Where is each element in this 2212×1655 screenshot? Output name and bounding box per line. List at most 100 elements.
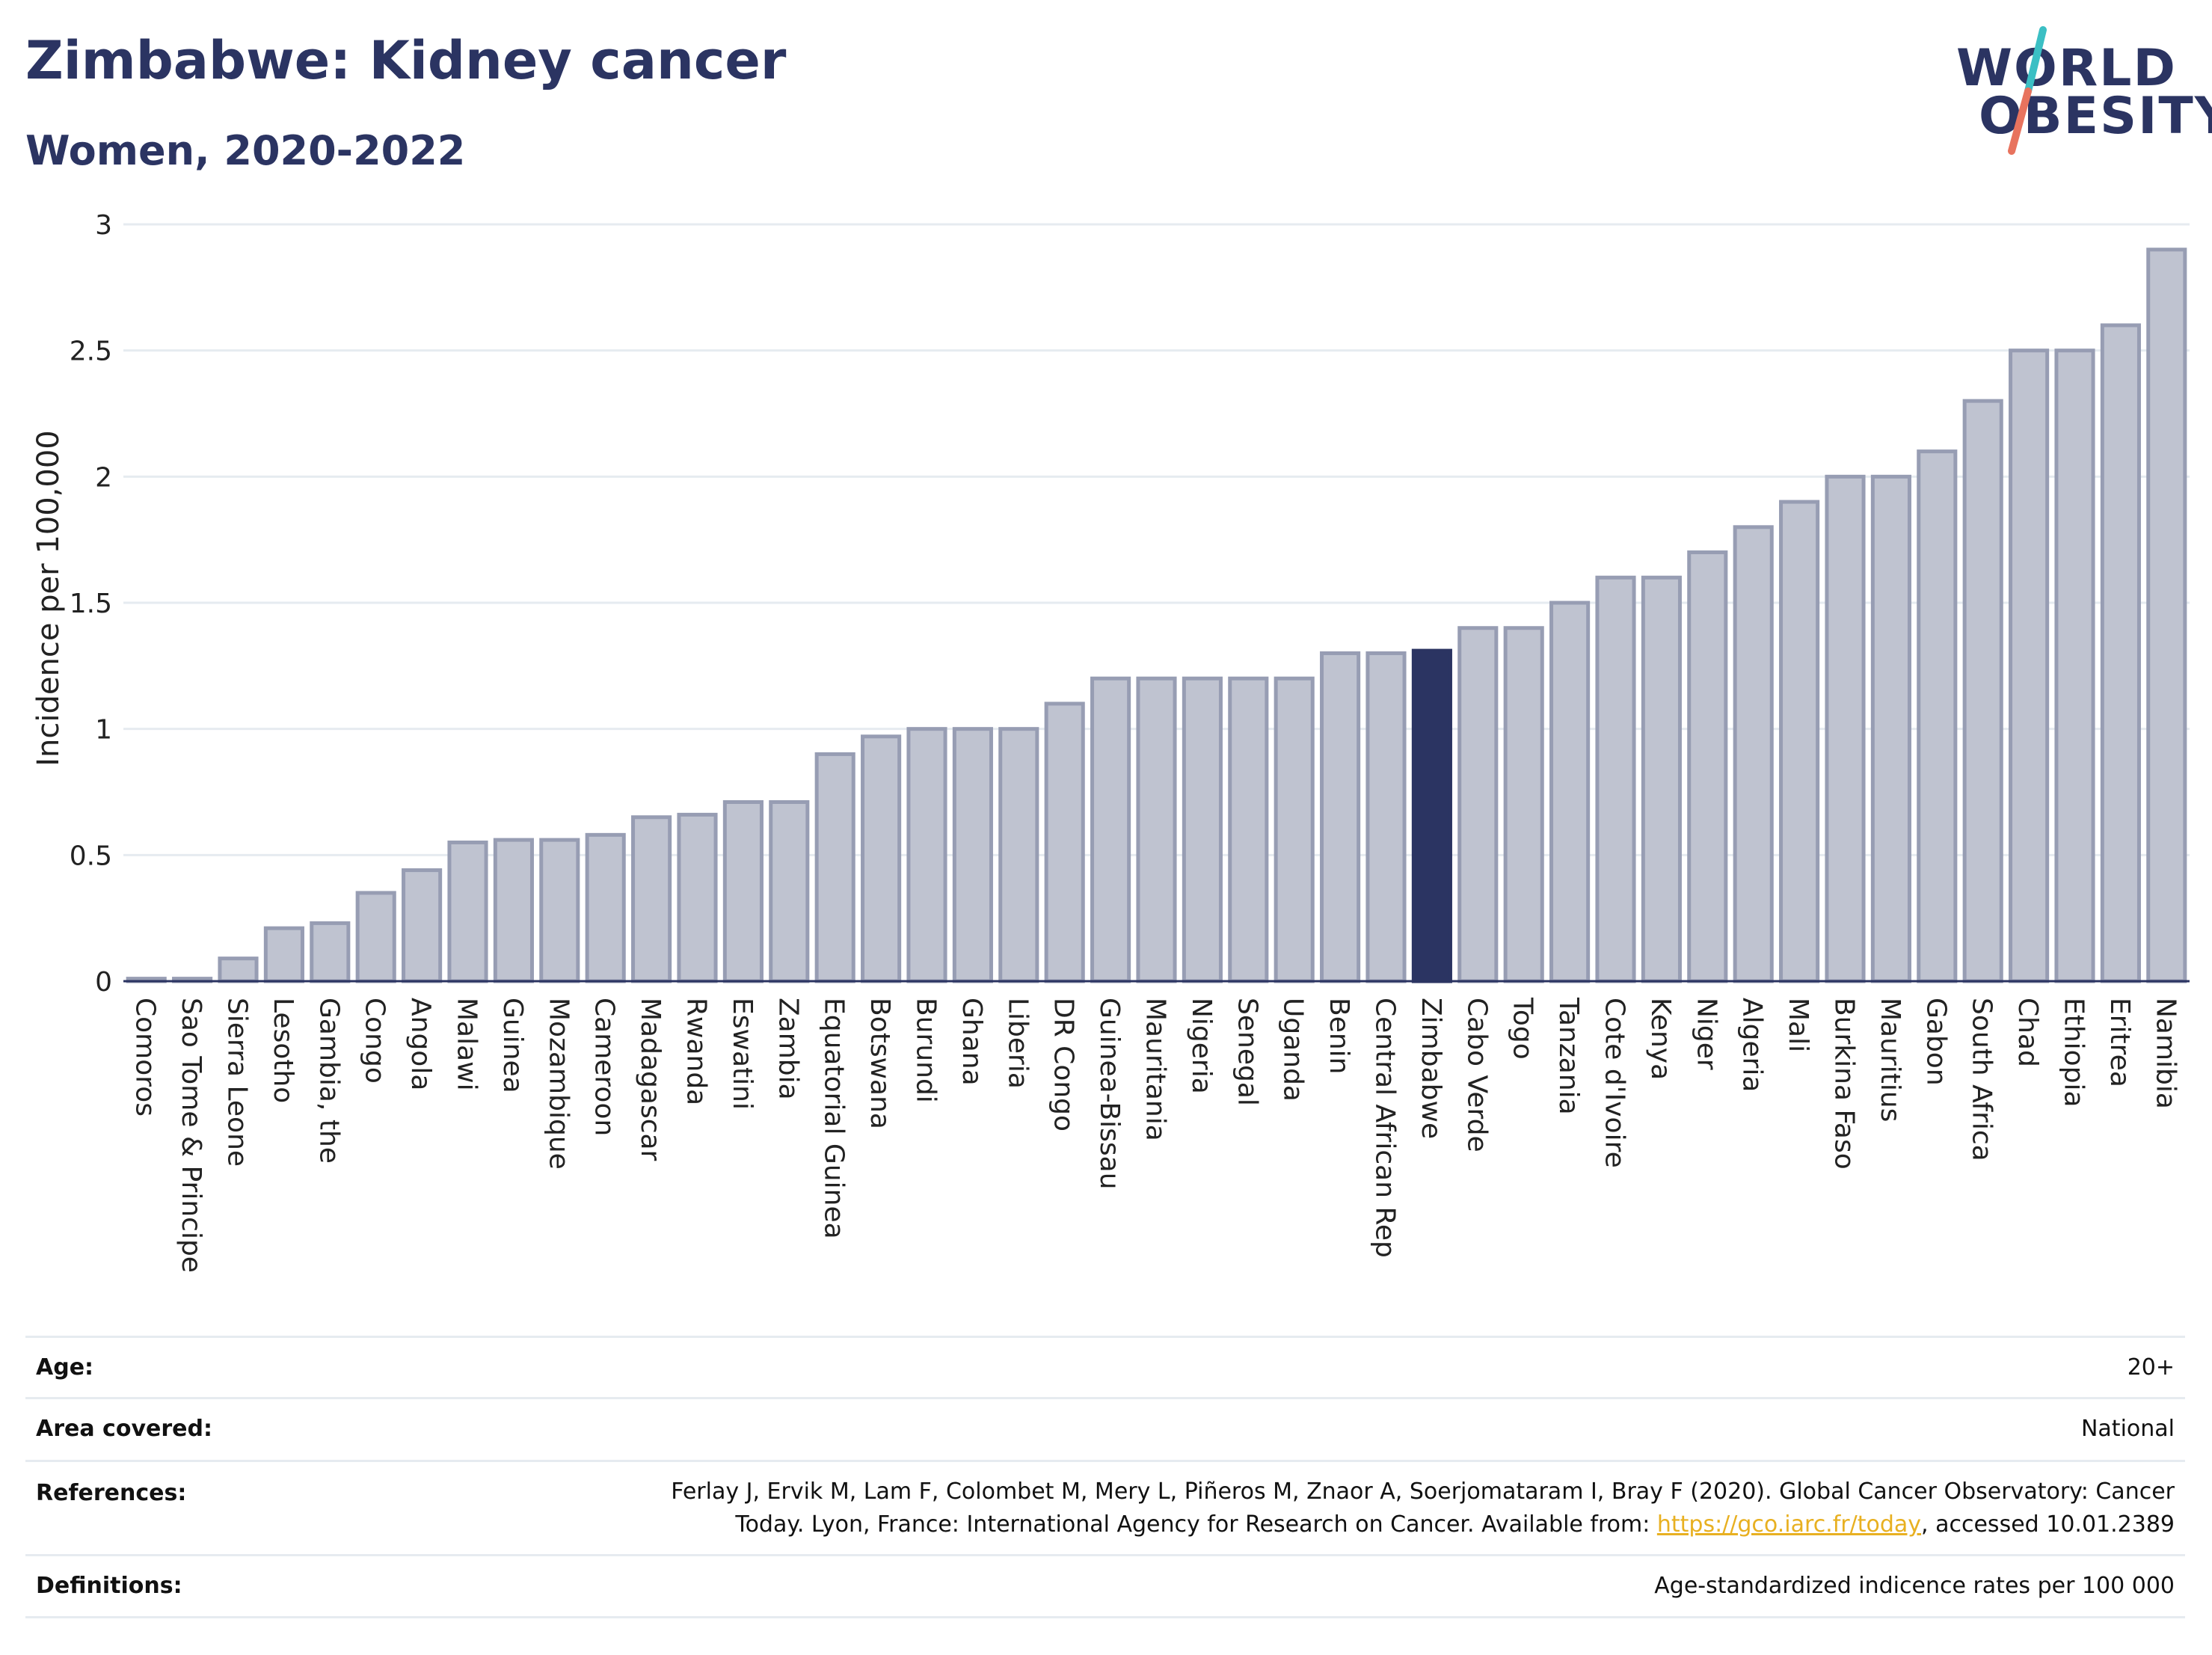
x-tick-label: Togo [1508, 997, 1538, 1060]
x-tick-label: Burundi [911, 998, 941, 1103]
bar-gambia-the [310, 921, 351, 983]
x-tick-label: Burkina Faso [1829, 998, 1860, 1170]
x-tick-label: Sierra Leone [222, 998, 253, 1167]
x-tick-label: Central African Rep [1370, 998, 1401, 1258]
bar-tanzania [1549, 601, 1591, 983]
bar-sierra-leone [218, 957, 259, 983]
bar-chad [2009, 348, 2050, 983]
logo-slash-icon [2008, 26, 2047, 155]
bars [126, 248, 2187, 983]
x-tick-label: Algeria [1737, 998, 1768, 1093]
bar-mozambique [539, 838, 580, 983]
meta-definitions-value: Age-standardized indicence rates per 100… [1654, 1573, 2175, 1599]
bar-ghana [952, 727, 993, 983]
bar-togo [1503, 626, 1544, 983]
bar-uganda [1274, 676, 1315, 983]
x-tick-label: Zimbabwe [1416, 998, 1446, 1139]
bar-eritrea [2100, 323, 2141, 983]
x-tick-label: DR Congo [1048, 998, 1079, 1132]
x-tick-label: Mauritania [1140, 998, 1171, 1141]
meta-area-label: Area covered: [36, 1416, 212, 1442]
bar-burkina-faso [1825, 474, 1866, 983]
x-tick-label: Sao Tome & Principe [176, 998, 206, 1273]
x-tick-label: Malawi [452, 998, 482, 1091]
references-line-1: Ferlay J, Ervik M, Lam F, Colombet M, Me… [671, 1479, 2175, 1505]
meta-age-value: 20+ [2127, 1354, 2175, 1381]
bar-benin [1320, 651, 1361, 983]
bar-ethiopia [2054, 348, 2095, 983]
bar-botswana [861, 734, 902, 983]
y-tick-label: 2.5 [70, 337, 112, 367]
bar-mauritania [1136, 676, 1177, 983]
y-axis-label: Incidence per 100,000 [31, 430, 66, 767]
bar-burundi [906, 727, 947, 983]
bar-lesotho [263, 926, 304, 983]
x-tick-label: Nigeria [1186, 998, 1217, 1094]
y-tick-label: 2 [95, 462, 112, 493]
meta-references-label: References: [36, 1480, 187, 1506]
x-tick-label: Eswatini [727, 998, 758, 1110]
x-tick-label: Guinea [497, 998, 528, 1093]
x-tick-labels: Comoros Sao Tome & Principe Sierra Leone Le… [130, 997, 2181, 1273]
bar-chart: Comoros Sao Tome & Principe Sierra Leone Le… [31, 210, 2190, 1273]
x-tick-label: Mozambique [543, 998, 574, 1170]
bar-madagascar [631, 815, 672, 983]
references-line-2-pre: Today. Lyon, France: International Agenc… [735, 1511, 1657, 1538]
bar-kenya [1641, 575, 1682, 983]
y-tick-label: 1.5 [70, 589, 112, 619]
bar-cote-d-ivoire [1595, 575, 1636, 983]
x-tick-label: Niger [1691, 998, 1721, 1070]
bar-mali [1779, 500, 1820, 983]
bar-congo [355, 891, 396, 983]
bar-niger [1687, 550, 1728, 983]
y-tick-label: 0 [95, 967, 112, 998]
x-tick-label: Madagascar [635, 998, 666, 1161]
bar-south-africa [1962, 399, 2003, 983]
x-tick-label: Eritrea [2104, 998, 2135, 1087]
references-line-2-post: , accessed 10.01.2389 [1921, 1511, 2175, 1538]
x-tick-label: Guinea-Bissau [1094, 998, 1125, 1190]
x-tick-label: Botswana [864, 998, 895, 1129]
meta-area-value: National [2080, 1416, 2175, 1442]
x-tick-label: Zambia [772, 998, 803, 1100]
bar-mauritius [1870, 474, 1911, 983]
y-tick-label: 1 [95, 715, 112, 746]
x-tick-label: Cameroon [589, 998, 620, 1136]
bar-gabon [1917, 449, 1958, 983]
x-tick-label: Chad [2012, 998, 2043, 1067]
bar-liberia [998, 727, 1039, 983]
bar-angola [402, 868, 443, 983]
bar-algeria [1733, 525, 1774, 983]
bar-equatorial-guinea [814, 752, 855, 983]
bar-cameroon [585, 832, 626, 983]
bar-nigeria [1182, 676, 1223, 983]
x-tick-label: Cote d'Ivoire [1600, 998, 1630, 1168]
meta-row-age: Age: 20+ [25, 1336, 2185, 1398]
logo-line-1: WORLD [1956, 39, 2177, 98]
bar-dr-congo [1044, 701, 1085, 983]
x-tick-label: Kenya [1645, 998, 1676, 1080]
x-tick-label: Benin [1324, 998, 1354, 1074]
y-tick-labels: 0 0.5 1 1.5 2 2.5 3 [70, 210, 112, 998]
references-link[interactable]: https://gco.iarc.fr/today [1656, 1511, 1922, 1538]
bar-central-african-rep [1365, 651, 1407, 983]
x-tick-label: Tanzania [1553, 997, 1584, 1115]
bar-eswatini [722, 799, 764, 983]
x-tick-label: Mauritius [1875, 998, 1905, 1122]
x-tick-label: Gambia, the [313, 998, 344, 1164]
y-tick-label: 3 [95, 210, 112, 241]
x-tick-label: Ethiopia [2059, 998, 2089, 1108]
page-title: Zimbabwe: Kidney cancer [25, 30, 787, 91]
x-tick-label: Cabo Verde [1461, 998, 1492, 1152]
references-line-2: Today. Lyon, France: International Agenc… [671, 1508, 2175, 1541]
x-tick-label: Uganda [1278, 998, 1309, 1102]
x-tick-label: Gabon [1920, 998, 1951, 1086]
bar-zimbabwe [1411, 648, 1452, 983]
x-tick-label: Comoros [130, 998, 161, 1117]
x-tick-label: Senegal [1232, 998, 1262, 1106]
bar-guinea [493, 838, 534, 983]
meta-references-value: Ferlay J, Ervik M, Lam F, Colombet M, Me… [671, 1476, 2175, 1541]
x-tick-label: Rwanda [681, 998, 712, 1105]
x-tick-label: Ghana [956, 998, 987, 1086]
meta-row-area: Area covered: National [25, 1397, 2185, 1461]
